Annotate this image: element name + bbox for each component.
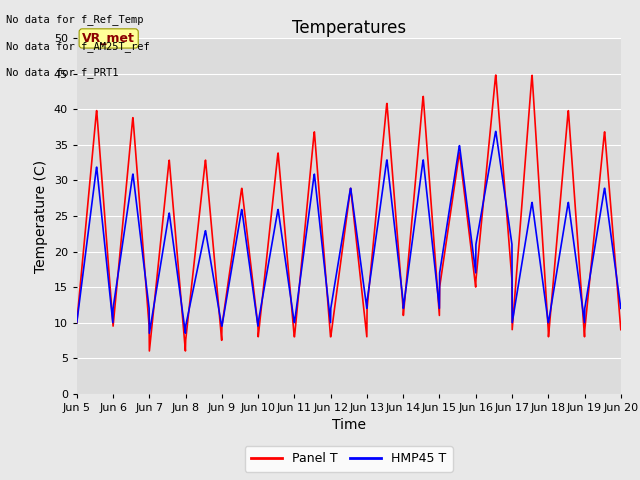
Text: VR_met: VR_met xyxy=(83,32,135,45)
Text: No data for f_Ref_Temp: No data for f_Ref_Temp xyxy=(6,14,144,25)
HMP45 T xyxy=(376,203,384,208)
Panel T xyxy=(225,276,232,281)
Panel T xyxy=(570,175,577,180)
Panel T xyxy=(508,267,515,273)
Y-axis label: Temperature (C): Temperature (C) xyxy=(34,159,48,273)
Panel T xyxy=(73,320,81,325)
Text: No data for f_AM25T_ref: No data for f_AM25T_ref xyxy=(6,41,150,52)
Panel T xyxy=(365,290,372,296)
HMP45 T xyxy=(570,235,577,241)
HMP45 T xyxy=(584,284,592,290)
Panel T xyxy=(376,167,384,172)
X-axis label: Time: Time xyxy=(332,418,366,432)
HMP45 T xyxy=(365,288,372,293)
Line: HMP45 T: HMP45 T xyxy=(77,132,621,333)
HMP45 T xyxy=(225,283,232,289)
Line: Panel T: Panel T xyxy=(77,75,621,351)
Legend: Panel T, HMP45 T: Panel T, HMP45 T xyxy=(244,446,453,471)
Text: No data for f_PRT1: No data for f_PRT1 xyxy=(6,67,119,78)
HMP45 T xyxy=(73,320,81,325)
HMP45 T xyxy=(508,236,515,242)
HMP45 T xyxy=(617,305,625,311)
Panel T xyxy=(584,291,592,297)
Panel T xyxy=(145,348,153,354)
HMP45 T xyxy=(145,330,153,336)
HMP45 T xyxy=(492,129,500,134)
Title: Temperatures: Temperatures xyxy=(292,19,406,37)
Panel T xyxy=(492,72,500,78)
Panel T xyxy=(617,327,625,333)
